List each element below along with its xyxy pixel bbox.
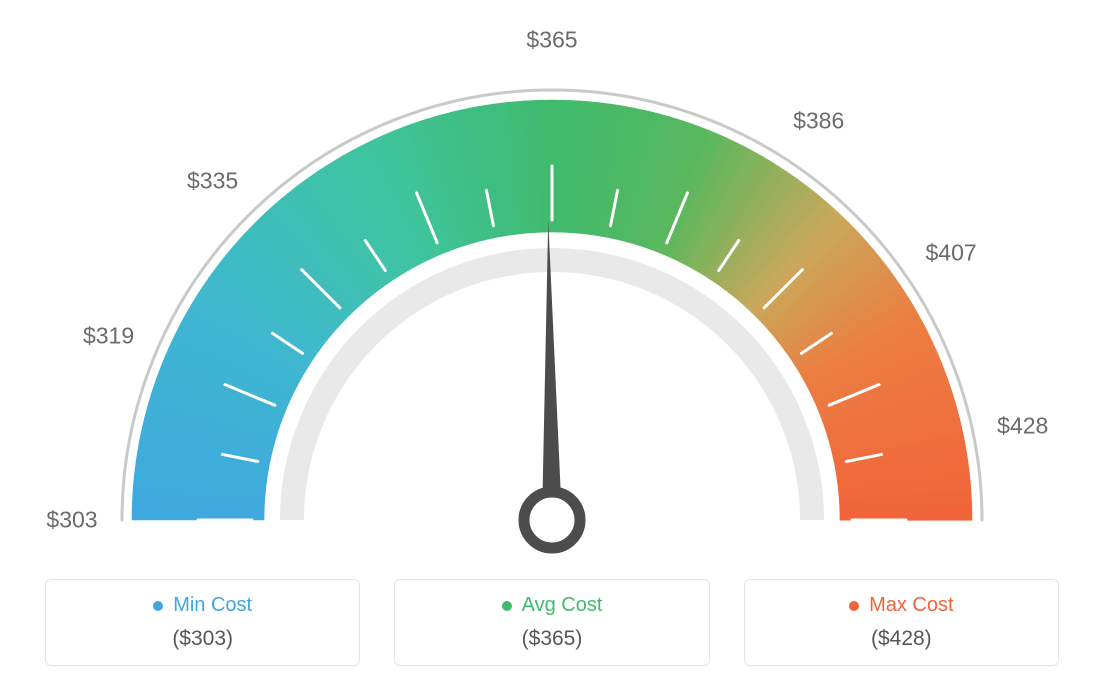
legend-row: Min Cost ($303) Avg Cost ($365) Max Cost… <box>45 579 1059 666</box>
gauge-tick-label: $303 <box>46 507 97 534</box>
legend-title-max: Max Cost <box>849 594 953 617</box>
gauge-tick-label: $335 <box>187 167 238 194</box>
gauge-tick-label: $386 <box>793 107 844 134</box>
gauge-tick-label: $428 <box>997 413 1048 440</box>
gauge-chart: $303 $319 $335 $365 $386 $407 $428 <box>0 0 1104 560</box>
gauge-svg <box>0 0 1104 560</box>
legend-value-max: ($428) <box>755 627 1048 651</box>
legend-label-min: Min Cost <box>173 594 252 617</box>
legend-title-avg: Avg Cost <box>502 594 603 617</box>
gauge-tick-label: $319 <box>83 323 134 350</box>
legend-value-avg: ($365) <box>405 627 698 651</box>
legend-label-avg: Avg Cost <box>522 594 603 617</box>
legend-value-min: ($303) <box>56 627 349 651</box>
legend-card-max: Max Cost ($428) <box>744 579 1059 666</box>
legend-dot-avg <box>502 601 512 611</box>
legend-dot-max <box>849 601 859 611</box>
gauge-tick-label: $365 <box>526 27 577 54</box>
legend-card-avg: Avg Cost ($365) <box>394 579 709 666</box>
legend-title-min: Min Cost <box>153 594 252 617</box>
legend-card-min: Min Cost ($303) <box>45 579 360 666</box>
legend-label-max: Max Cost <box>869 594 953 617</box>
legend-dot-min <box>153 601 163 611</box>
gauge-tick-label: $407 <box>926 240 977 267</box>
